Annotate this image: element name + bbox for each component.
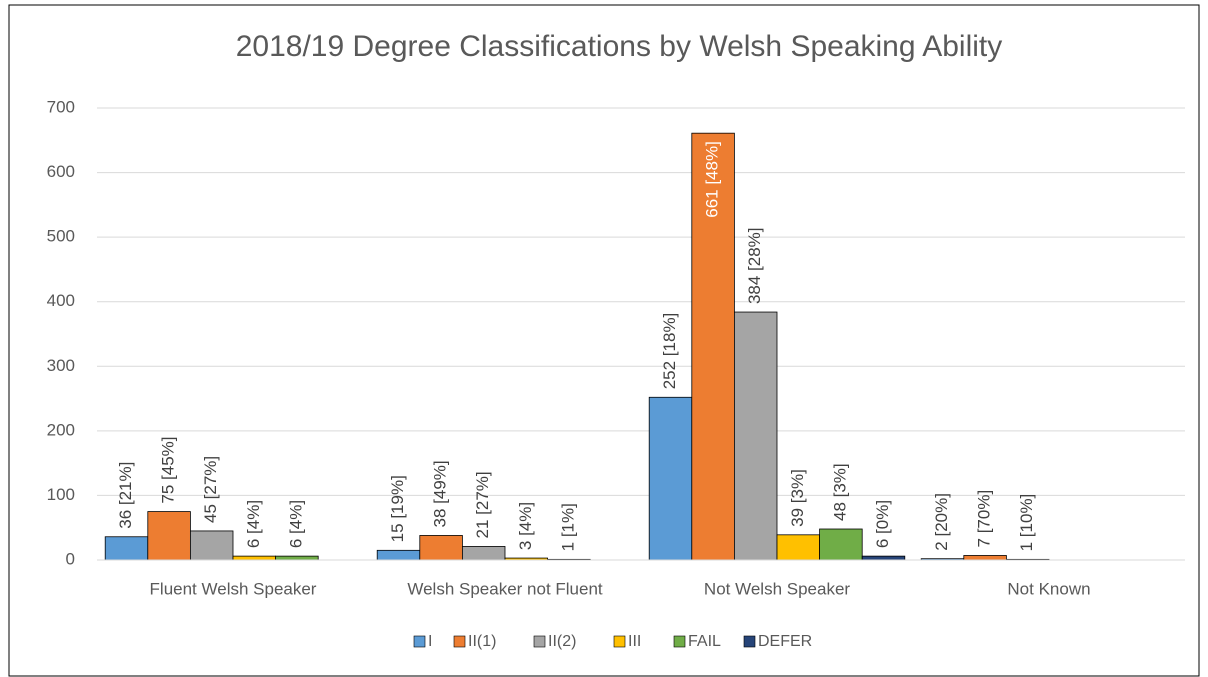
bar xyxy=(147,511,191,561)
data-label: 45 [27%] xyxy=(201,456,220,523)
y-tick-label: 700 xyxy=(47,97,75,116)
x-tick-label: Not Welsh Speaker xyxy=(704,579,850,598)
y-tick-label: 600 xyxy=(47,162,75,181)
data-label: 6 [4%] xyxy=(286,500,305,548)
legend-swatch xyxy=(533,635,546,648)
data-label: 21 [27%] xyxy=(473,471,492,538)
legend-swatch xyxy=(673,635,686,648)
bar xyxy=(691,132,735,561)
bar xyxy=(232,555,276,561)
bar xyxy=(648,396,693,561)
data-label: 1 [10%] xyxy=(1017,494,1036,552)
data-label: 36 [21%] xyxy=(116,462,135,529)
legend-label: III xyxy=(628,633,641,650)
y-tick-label: 100 xyxy=(47,485,75,504)
data-label: 39 [3%] xyxy=(788,469,807,527)
y-tick-label: 0 xyxy=(66,549,75,568)
bar xyxy=(963,555,1007,561)
y-tick-label: 300 xyxy=(47,356,75,375)
bar xyxy=(376,549,421,561)
legend-swatch xyxy=(743,635,756,648)
data-label: 48 [3%] xyxy=(830,463,849,521)
bar xyxy=(776,534,820,561)
data-label: 661 [48%] xyxy=(703,141,722,218)
data-label: 2 [20%] xyxy=(932,493,951,551)
x-tick-label: Not Known xyxy=(1007,579,1090,598)
legend-label: II(1) xyxy=(468,633,496,650)
x-tick-label: Fluent Welsh Speaker xyxy=(150,579,317,598)
bar xyxy=(819,528,863,561)
data-label: 1 [1%] xyxy=(558,503,577,551)
bar xyxy=(419,535,463,561)
legend-label: II(2) xyxy=(548,633,576,650)
data-label: 384 [28%] xyxy=(745,227,764,304)
legend-label: DEFER xyxy=(758,633,812,650)
bar xyxy=(104,536,149,561)
data-label: 7 [70%] xyxy=(975,490,994,548)
data-label: 75 [45%] xyxy=(159,436,178,503)
legend-swatch xyxy=(413,635,426,648)
data-label: 6 [0%] xyxy=(873,500,892,548)
data-label: 15 [19%] xyxy=(388,475,407,542)
data-label: 252 [18%] xyxy=(660,313,679,390)
chart-border xyxy=(8,4,1200,677)
legend-swatch xyxy=(613,635,626,648)
chart-title: 2018/19 Degree Classifications by Welsh … xyxy=(236,30,1003,63)
bar xyxy=(275,555,319,561)
legend-swatch xyxy=(453,635,466,648)
bar xyxy=(734,311,778,561)
y-tick-label: 200 xyxy=(47,420,75,439)
legend-label: I xyxy=(428,633,432,650)
data-label: 38 [49%] xyxy=(431,460,450,527)
bar xyxy=(861,555,906,561)
data-label: 6 [4%] xyxy=(244,500,263,548)
bar xyxy=(189,530,234,561)
y-tick-label: 400 xyxy=(47,291,75,310)
data-label: 3 [4%] xyxy=(516,502,535,550)
x-tick-label: Welsh Speaker not Fluent xyxy=(407,579,603,598)
y-tick-label: 500 xyxy=(47,227,75,246)
bar xyxy=(461,546,506,561)
legend-label: FAIL xyxy=(688,633,721,650)
